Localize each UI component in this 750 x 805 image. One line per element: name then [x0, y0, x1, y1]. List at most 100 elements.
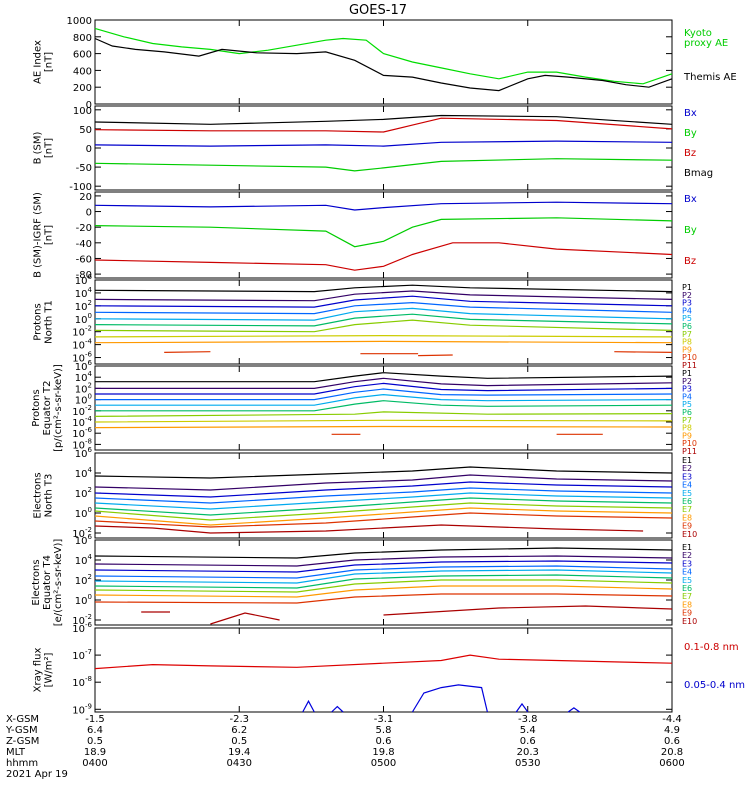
- legend-pe: P3: [682, 385, 692, 394]
- orbit-cell: 5.8: [376, 725, 392, 736]
- legend-pn: P5: [682, 314, 692, 323]
- series-ee-E6: [94, 574, 673, 589]
- legend-ee: E3: [682, 559, 692, 568]
- y-axis-label-bigrf: B (SM)-IGRF (SM): [33, 192, 44, 278]
- y-axis-label-bsm: B (SM): [33, 131, 44, 164]
- orbit-cell: 0.5: [87, 736, 103, 747]
- y-tick-label-ee: 100: [75, 593, 92, 607]
- series-en-E2: [94, 474, 673, 491]
- legend-pe: P2: [682, 377, 692, 386]
- series-ee-E5: [94, 569, 673, 584]
- series-bigrf-By: [94, 217, 673, 248]
- series-en-E1: [94, 466, 673, 479]
- orbit-cell: 0.6: [664, 736, 680, 747]
- series-pn-P1: [94, 284, 673, 293]
- legend-bsm: By: [684, 128, 697, 139]
- series-ee-E1: [94, 547, 673, 559]
- orbit-row-label: X-GSM: [6, 714, 39, 725]
- y-tick-label-pn: 10-6: [72, 351, 92, 365]
- series-pn-P5: [94, 307, 673, 321]
- series-en-E6: [94, 497, 673, 516]
- series-ee-E7: [94, 579, 673, 593]
- series-pe-P3: [95, 382, 673, 395]
- series-en-E3: [94, 481, 673, 498]
- orbit-cell: 0600: [659, 758, 684, 769]
- legend-pe: P6: [682, 408, 692, 417]
- series-ee-E8: [94, 585, 673, 598]
- legend-en: E2: [682, 464, 692, 473]
- y-tick-label-ae: 0: [86, 100, 92, 111]
- legend-pe: P1: [682, 369, 692, 378]
- y-tick-label-pn: 104: [75, 286, 93, 300]
- series-pe-P4: [95, 388, 673, 401]
- series-en-E7: [94, 502, 673, 521]
- y-axis-label-ae: [nT]: [44, 52, 55, 72]
- y-tick-label-pe: 100: [75, 393, 92, 407]
- y-axis-label-pe: [p/(cm²-s-sr-keV)]: [53, 364, 64, 452]
- series-bigrf-Bx: [94, 201, 673, 211]
- series-ee-E10: [210, 612, 280, 625]
- series-ee-E10: [383, 605, 673, 616]
- legend-en: E5: [682, 489, 692, 498]
- y-axis-label-pe: Protons: [31, 389, 42, 426]
- series-pn-P7: [94, 319, 673, 333]
- y-axis-label-pn: North T1: [44, 300, 55, 344]
- legend-xray: 0.05-0.4 nm: [684, 680, 745, 691]
- legend-en: E6: [682, 497, 692, 506]
- series-bsm-By: [94, 158, 673, 172]
- orbit-cell: 6.4: [87, 725, 103, 736]
- legend-pn: P8: [682, 338, 692, 347]
- legend-bsm: Bx: [684, 108, 697, 119]
- orbit-row-label: hhmm: [6, 758, 38, 769]
- y-tick-label-bigrf: 0: [86, 208, 92, 219]
- y-tick-label-bigrf: -60: [76, 254, 92, 265]
- legend-ae: Kyoto: [684, 28, 712, 39]
- series-pe-P8: [94, 419, 673, 423]
- orbit-cell: 20.8: [661, 747, 683, 758]
- legend-pe: P10: [682, 439, 697, 448]
- y-tick-label-pe: 102: [75, 381, 92, 395]
- orbit-cell: -4.4: [662, 714, 682, 725]
- y-tick-label-pe: 10-6: [72, 426, 92, 440]
- y-tick-label-pe: 106: [75, 359, 93, 373]
- legend-ae: proxy AE: [684, 38, 728, 49]
- orbit-cell: -2.3: [229, 714, 249, 725]
- series-pn-P3: [94, 295, 673, 308]
- orbit-cell: 18.9: [84, 747, 106, 758]
- series-xray-0-05-0-4-nm: [411, 684, 488, 713]
- series-ae-Themis-AE: [94, 37, 673, 92]
- orbit-cell: 0530: [515, 758, 540, 769]
- y-tick-label-xray: 10-7: [72, 648, 92, 662]
- y-axis-label-xray: [W/m²]: [44, 652, 55, 687]
- y-axis-label-ee: [e/(cm²-s-sr-keV)]: [53, 539, 64, 627]
- legend-bigrf: By: [684, 225, 697, 236]
- y-tick-label-ae: 400: [73, 66, 92, 77]
- legend-xray: 0.1-0.8 nm: [684, 642, 739, 653]
- series-ee-E2: [94, 555, 673, 567]
- series-en-E4: [94, 487, 673, 504]
- y-tick-label-en: 106: [75, 446, 93, 460]
- y-tick-label-pe: 10-8: [72, 437, 92, 451]
- legend-pn: P10: [682, 353, 697, 362]
- y-tick-label-en: 100: [75, 506, 92, 520]
- y-tick-label-ee: 10-2: [72, 613, 92, 627]
- legend-en: E10: [682, 530, 697, 539]
- legend-pn: P6: [682, 322, 692, 331]
- legend-pe: P11: [682, 447, 697, 456]
- legend-pn: P2: [682, 291, 692, 300]
- y-tick-label-bsm: 50: [79, 125, 92, 136]
- legend-ee: E9: [682, 609, 692, 618]
- series-xray-0-1-0-8-nm: [94, 654, 673, 670]
- legend-ee: E10: [682, 617, 697, 626]
- series-xray-0-05-0-4-nm: [515, 702, 529, 713]
- y-tick-label-ae: 600: [73, 50, 92, 61]
- y-axis-label-en: Electrons: [33, 472, 44, 518]
- y-tick-label-en: 102: [75, 486, 92, 500]
- legend-en: E1: [682, 456, 692, 465]
- legend-bigrf: Bx: [684, 194, 697, 205]
- y-tick-label-bigrf: 20: [79, 192, 92, 203]
- legend-ee: E7: [682, 592, 692, 601]
- date-label: 2021 Apr 19: [6, 769, 68, 780]
- legend-pe: P8: [682, 424, 692, 433]
- series-pe-P7: [94, 411, 673, 417]
